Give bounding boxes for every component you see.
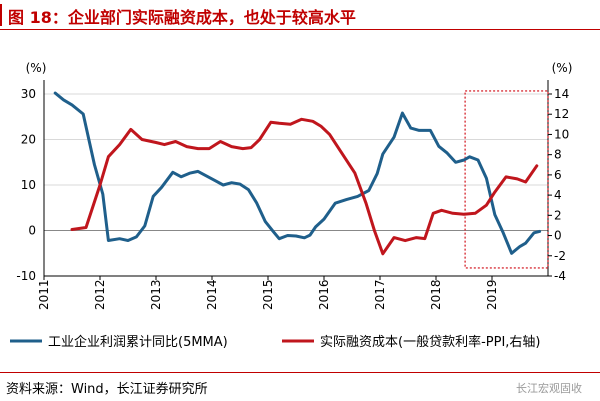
x-tick-label-2011: 2011 bbox=[37, 279, 51, 310]
legend-label-2: 实际融资成本(一般贷款利率-PPI,右轴) bbox=[320, 334, 540, 350]
left-tick-label--10: -10 bbox=[16, 269, 36, 283]
title-accent-bar bbox=[0, 4, 2, 26]
title-rule bbox=[0, 29, 600, 30]
right-tick-label-12: 12 bbox=[554, 107, 569, 121]
right-tick-label-8: 8 bbox=[554, 148, 562, 162]
x-tick-label-2019: 2019 bbox=[485, 279, 499, 310]
figure-header: 图 18：企业部门实际融资成本，也处于较高水平 bbox=[0, 0, 600, 30]
x-tick-label-2013: 2013 bbox=[149, 279, 163, 310]
series-line-1 bbox=[53, 91, 542, 255]
right-tick-label-6: 6 bbox=[554, 168, 562, 182]
x-tick-label-2017: 2017 bbox=[373, 279, 387, 310]
right-tick-label--2: -2 bbox=[554, 249, 566, 263]
right-tick-label-2: 2 bbox=[554, 208, 562, 222]
watermark: 长江宏观固收 bbox=[516, 382, 582, 395]
x-tick-label-2018: 2018 bbox=[429, 279, 443, 310]
x-tick-label-2014: 2014 bbox=[205, 279, 219, 310]
dual-axis-line-chart: -10 0 10 20 30 -4 -2 0 2 4 6 8 10 12 14 (%) (%) 2011 2012 2… bbox=[10, 61, 573, 350]
x-tick-label-2016: 2016 bbox=[317, 279, 331, 310]
right-tick-label--4: -4 bbox=[554, 269, 566, 283]
legend-label-1: 工业企业利润累计同比(5MMA) bbox=[48, 334, 228, 350]
left-tick-label-20: 20 bbox=[21, 133, 36, 147]
right-tick-label-14: 14 bbox=[554, 87, 569, 101]
right-unit-label: (%) bbox=[552, 61, 573, 75]
left-tick-label-0: 0 bbox=[28, 224, 36, 238]
right-tick-label-4: 4 bbox=[554, 188, 562, 202]
figure-title: 图 18：企业部门实际融资成本，也处于较高水平 bbox=[8, 8, 356, 27]
source-note: 资料来源：Wind，长江证券研究所 bbox=[6, 382, 208, 397]
left-tick-label-10: 10 bbox=[21, 178, 36, 192]
right-tick-label-0: 0 bbox=[554, 229, 562, 243]
left-tick-label-30: 30 bbox=[21, 87, 36, 101]
source-rule bbox=[0, 372, 600, 373]
x-tick-label-2015: 2015 bbox=[261, 279, 275, 310]
left-unit-label: (%) bbox=[26, 61, 47, 75]
highlight-box bbox=[464, 90, 549, 269]
right-tick-label-10: 10 bbox=[554, 127, 569, 141]
x-tick-label-2012: 2012 bbox=[93, 279, 107, 310]
series-line-2 bbox=[70, 117, 539, 256]
